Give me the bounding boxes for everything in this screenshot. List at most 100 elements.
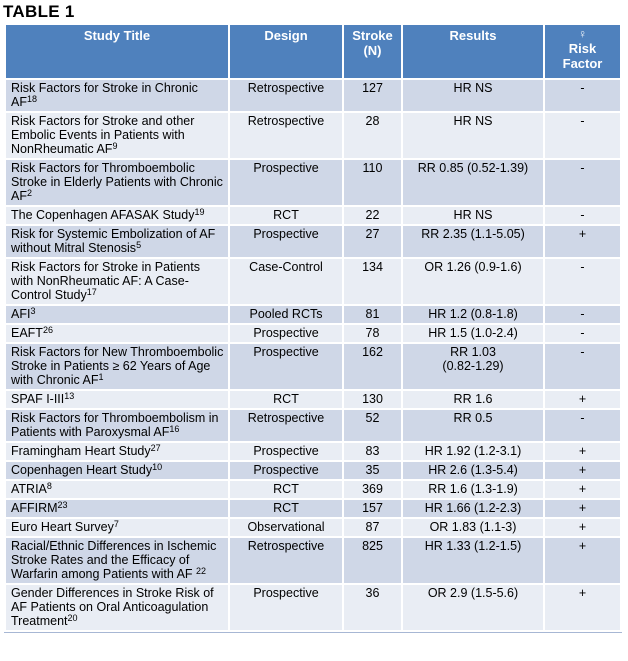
col-header-stroke-n: Stroke (N) bbox=[344, 25, 401, 78]
design-cell: Prospective bbox=[230, 344, 342, 389]
table-row: Risk Factors for Thromboembolism in Pati… bbox=[6, 410, 620, 441]
risk-factor-cell: + bbox=[545, 462, 620, 479]
table-row: Framingham Heart Study27 Prospective 83 HR … bbox=[6, 443, 620, 460]
table-row: Risk Factors for Thromboembolic Stroke i… bbox=[6, 160, 620, 205]
table-body: Risk Factors for Stroke in Chronic AF18 R… bbox=[6, 80, 620, 630]
stroke-n-cell: 27 bbox=[344, 226, 401, 257]
col-header-label: Design bbox=[264, 28, 308, 43]
risk-factor-cell: - bbox=[545, 207, 620, 224]
study-title-cell: Risk Factors for New Thromboembolic Stro… bbox=[6, 344, 228, 389]
study-table: Study Title Design Stroke (N) Results ♀ … bbox=[4, 23, 622, 632]
results-cell: OR 2.9 (1.5-5.6) bbox=[403, 585, 543, 630]
stroke-n-cell: 130 bbox=[344, 391, 401, 408]
design-cell: Retrospective bbox=[230, 80, 342, 111]
reference-superscript: 18 bbox=[26, 94, 37, 104]
table-row: Risk Factors for Stroke in Chronic AF18 R… bbox=[6, 80, 620, 111]
table-row: AFI3 Pooled RCTs 81 HR 1.2 (0.8-1.8) - bbox=[6, 306, 620, 323]
col-header-design: Design bbox=[230, 25, 342, 78]
stroke-n-cell: 157 bbox=[344, 500, 401, 517]
risk-factor-cell: - bbox=[545, 325, 620, 342]
table-wrap: Study Title Design Stroke (N) Results ♀ … bbox=[4, 23, 622, 633]
results-cell: RR 1.6 (1.3-1.9) bbox=[403, 481, 543, 498]
risk-factor-cell: + bbox=[545, 538, 620, 583]
reference-superscript: 19 bbox=[194, 207, 205, 217]
risk-factor-cell: + bbox=[545, 481, 620, 498]
study-title-cell: Framingham Heart Study27 bbox=[6, 443, 228, 460]
stroke-n-cell: 28 bbox=[344, 113, 401, 158]
table-row: The Copenhagen AFASAK Study19 RCT 22 HR NS - bbox=[6, 207, 620, 224]
risk-factor-cell: + bbox=[545, 443, 620, 460]
stroke-n-cell: 134 bbox=[344, 259, 401, 304]
stroke-n-cell: 83 bbox=[344, 443, 401, 460]
study-title-cell: AFFIRM23 bbox=[6, 500, 228, 517]
study-title-cell: The Copenhagen AFASAK Study19 bbox=[6, 207, 228, 224]
reference-superscript: 26 bbox=[42, 325, 53, 335]
design-cell: Prospective bbox=[230, 585, 342, 630]
reference-superscript: 20 bbox=[67, 613, 78, 623]
design-cell: Prospective bbox=[230, 443, 342, 460]
risk-factor-cell: + bbox=[545, 226, 620, 257]
reference-superscript: 10 bbox=[152, 462, 163, 472]
stroke-n-cell: 52 bbox=[344, 410, 401, 441]
header-row: Study Title Design Stroke (N) Results ♀ … bbox=[6, 25, 620, 78]
results-cell: HR 1.66 (1.2-2.3) bbox=[403, 500, 543, 517]
table-row: Racial/Ethnic Differences in Ischemic St… bbox=[6, 538, 620, 583]
results-cell: OR 1.26 (0.9-1.6) bbox=[403, 259, 543, 304]
study-title-cell: ATRIA8 bbox=[6, 481, 228, 498]
risk-factor-cell: - bbox=[545, 259, 620, 304]
design-cell: Prospective bbox=[230, 325, 342, 342]
reference-superscript: 9 bbox=[112, 141, 118, 151]
study-title-cell: AFI3 bbox=[6, 306, 228, 323]
study-title-cell: Euro Heart Survey7 bbox=[6, 519, 228, 536]
reference-superscript: 16 bbox=[169, 424, 180, 434]
reference-superscript: 2 bbox=[26, 188, 32, 198]
design-cell: RCT bbox=[230, 481, 342, 498]
stroke-n-cell: 127 bbox=[344, 80, 401, 111]
study-title-cell: Risk for Systemic Embolization of AF wit… bbox=[6, 226, 228, 257]
col-header-results: Results bbox=[403, 25, 543, 78]
reference-superscript: 8 bbox=[46, 481, 52, 491]
results-cell: HR 1.92 (1.2-3.1) bbox=[403, 443, 543, 460]
study-title-cell: Risk Factors for Thromboembolism in Pati… bbox=[6, 410, 228, 441]
reference-superscript: 17 bbox=[86, 287, 97, 297]
stroke-n-cell: 825 bbox=[344, 538, 401, 583]
risk-factor-cell: - bbox=[545, 80, 620, 111]
study-title-cell: Risk Factors for Stroke in Patients with… bbox=[6, 259, 228, 304]
col-header-label: Stroke (N) bbox=[352, 28, 393, 58]
design-cell: Pooled RCTs bbox=[230, 306, 342, 323]
study-title-cell: EAFT26 bbox=[6, 325, 228, 342]
reference-superscript: 1 bbox=[98, 372, 104, 382]
design-cell: Case-Control bbox=[230, 259, 342, 304]
risk-factor-cell: - bbox=[545, 306, 620, 323]
table-row: Euro Heart Survey7 Observational 87 OR 1.83… bbox=[6, 519, 620, 536]
study-title-cell: Risk Factors for Stroke and other Emboli… bbox=[6, 113, 228, 158]
table-row: Risk Factors for New Thromboembolic Stro… bbox=[6, 344, 620, 389]
col-header-study-title: Study Title bbox=[6, 25, 228, 78]
risk-factor-cell: + bbox=[545, 500, 620, 517]
table-row: SPAF I-III13 RCT 130 RR 1.6 + bbox=[6, 391, 620, 408]
table-row: AFFIRM23 RCT 157 HR 1.66 (1.2-2.3) + bbox=[6, 500, 620, 517]
results-cell: HR NS bbox=[403, 207, 543, 224]
reference-superscript: 22 bbox=[196, 566, 207, 576]
results-cell: RR 1.03 (0.82-1.29) bbox=[403, 344, 543, 389]
col-header-label: Risk Factor bbox=[562, 41, 603, 71]
col-header-risk-factor: ♀ Risk Factor bbox=[545, 25, 620, 78]
design-cell: Observational bbox=[230, 519, 342, 536]
reference-superscript: 5 bbox=[136, 240, 142, 250]
stroke-n-cell: 36 bbox=[344, 585, 401, 630]
stroke-n-cell: 162 bbox=[344, 344, 401, 389]
risk-factor-cell: + bbox=[545, 519, 620, 536]
risk-factor-cell: - bbox=[545, 160, 620, 205]
results-cell: HR NS bbox=[403, 113, 543, 158]
results-cell: RR 1.6 bbox=[403, 391, 543, 408]
stroke-n-cell: 369 bbox=[344, 481, 401, 498]
results-cell: HR 1.5 (1.0-2.4) bbox=[403, 325, 543, 342]
risk-factor-cell: - bbox=[545, 113, 620, 158]
stroke-n-cell: 35 bbox=[344, 462, 401, 479]
design-cell: RCT bbox=[230, 500, 342, 517]
table-row: Risk for Systemic Embolization of AF wit… bbox=[6, 226, 620, 257]
design-cell: RCT bbox=[230, 391, 342, 408]
stroke-n-cell: 78 bbox=[344, 325, 401, 342]
risk-factor-cell: - bbox=[545, 344, 620, 389]
